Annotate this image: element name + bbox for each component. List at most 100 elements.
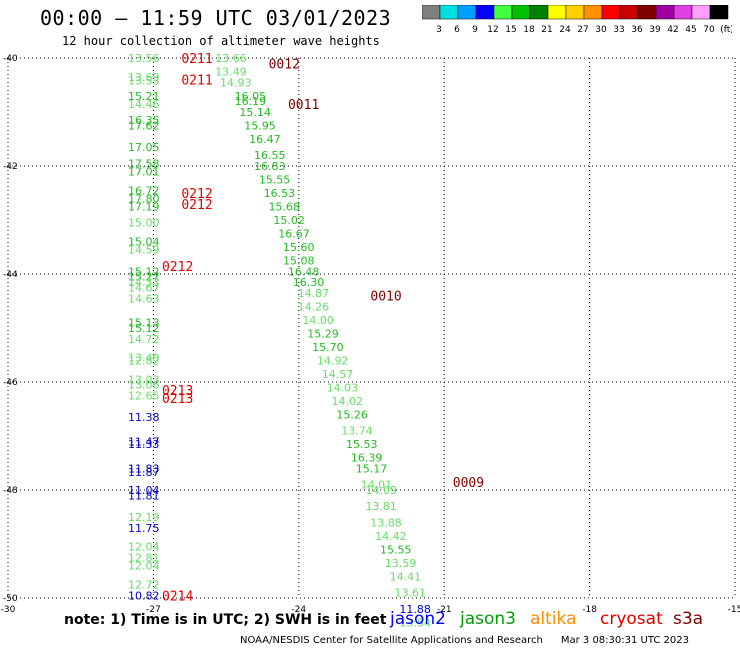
colorbar-label: 42 (667, 25, 678, 35)
colorbar-swatch (637, 5, 657, 20)
wave-height-point: 10.82 (128, 589, 160, 602)
wave-height-point: 15.12 (128, 322, 160, 335)
colorbar-swatch (457, 5, 477, 20)
colorbar-swatch (673, 5, 693, 20)
footer-note: note: 1) Time is in UTC; 2) SWH is in fe… (64, 612, 387, 628)
wave-height-point: 15.68 (269, 201, 301, 214)
wave-height-point: 11.83 (128, 462, 160, 475)
wave-height-point: 14.92 (317, 354, 349, 367)
wave-height-point: 16.53 (264, 187, 296, 200)
wave-height-point: 12.72 (128, 579, 160, 592)
wave-height-point: 17.01 (128, 165, 160, 178)
wave-height-point: 16.72 (128, 184, 160, 197)
colorbar-swatch (619, 5, 639, 20)
wave-height-point: 12.04 (128, 541, 160, 554)
time-label: 0211 (181, 74, 212, 89)
wave-height-point: 15.55 (259, 174, 291, 187)
wave-height-point: 13.06 (128, 379, 160, 392)
wave-height-point: 15.29 (307, 327, 339, 340)
wave-height-point: 15.14 (239, 106, 271, 119)
wave-height-point: 15.13 (128, 317, 160, 330)
colorbar-swatch (601, 5, 621, 20)
wave-height-point: 13.03 (128, 373, 160, 386)
wave-height-point: 11.38 (128, 411, 160, 424)
wave-height-point: 17.05 (128, 141, 160, 154)
colorbar-label: 27 (577, 25, 588, 35)
footer-credit: NOAA/NESDIS Center for Satellite Applica… (240, 635, 689, 646)
wave-height-point: 15.70 (312, 341, 344, 354)
time-label: 0010 (370, 290, 401, 305)
credit-timestamp: Mar 3 08:30:31 UTC 2023 (560, 635, 689, 646)
wave-height-point: 14.93 (220, 76, 252, 89)
wave-height-point: 12.82 (128, 354, 160, 367)
x-tick-label: -18 (582, 605, 597, 615)
wave-height-point: 14.41 (390, 570, 422, 583)
wave-height-point: 15.26 (336, 408, 368, 421)
wave-height-point: 11.04 (128, 484, 160, 497)
wave-height-point: 15.00 (128, 217, 160, 230)
wave-height-point: 15.53 (346, 438, 378, 451)
wave-height-point: 16.47 (249, 133, 281, 146)
wave-height-point: 13.49 (215, 66, 247, 79)
wave-height-point: 14.87 (298, 287, 330, 300)
legend-cryosat: cryosat (600, 609, 663, 629)
colorbar-swatch (583, 5, 603, 20)
wave-height-point: 13.53 (128, 75, 160, 88)
wave-height-point: 16.30 (293, 276, 325, 289)
legend-altika: altika (530, 609, 577, 629)
colorbar-label: 18 (523, 25, 535, 35)
wave-height-point: 14.59 (128, 244, 160, 257)
wave-height-point: 14.02 (332, 395, 364, 408)
x-tick-label: -30 (1, 605, 16, 615)
time-label: 0213 (162, 392, 193, 407)
time-label: 0212 (181, 187, 212, 202)
wave-height-point: 13.40 (128, 352, 160, 365)
wave-height-point: 13.81 (365, 500, 397, 513)
legend-s3a: s3a (673, 609, 704, 629)
colorbar-swatch (529, 5, 549, 20)
wave-height-point: 14.57 (322, 368, 354, 381)
wave-height-point: 11.33 (128, 438, 160, 451)
wave-height-point: 11.75 (128, 522, 160, 535)
wave-height-point: 14.72 (128, 333, 160, 346)
wave-height-point: 14.26 (298, 300, 330, 313)
chart-title: 00:00 – 11:59 UTC 03/01/2023 (40, 6, 392, 30)
wave-height-point: 13.88 (370, 516, 402, 529)
colorbar-swatch (439, 5, 459, 20)
legend-jason2: jason2 (390, 609, 446, 629)
wave-height-point: 16.05 (235, 90, 267, 103)
wave-height-point: 17.62 (128, 120, 160, 133)
wave-height-point: 16.55 (254, 149, 286, 162)
wave-height-point: 16.83 (254, 160, 286, 173)
wave-height-point: 16.39 (351, 452, 383, 465)
wave-height-point: 17.80 (128, 192, 160, 205)
x-tick-label: -15 (728, 605, 740, 615)
wave-height-point: 13.61 (395, 587, 427, 600)
colorbar-label: 39 (649, 25, 661, 35)
colorbar-label: 45 (685, 25, 696, 35)
colorbar-swatch (511, 5, 531, 20)
credit-text: NOAA/NESDIS Center for Satellite Applica… (240, 635, 543, 646)
wave-height-point: 14.03 (327, 381, 359, 394)
wave-height-point: 16.67 (278, 228, 310, 241)
wave-height-point: 16.35 (128, 114, 160, 127)
colorbar-label: 33 (613, 25, 624, 35)
time-label: 0212 (162, 260, 193, 275)
colorbar-label: 21 (541, 25, 552, 35)
wave-height-point: 14.01 (361, 479, 393, 492)
wave-height-point: 14.00 (302, 314, 334, 327)
wave-height-point: 15.95 (244, 120, 276, 133)
wave-height-point: 17.58 (128, 157, 160, 170)
wave-height-point: 15.60 (283, 241, 315, 254)
wave-height-point: 15.04 (128, 236, 160, 249)
y-tick-label: -50 (3, 594, 18, 604)
wave-height-point: 15.17 (356, 462, 388, 475)
colorbar-label: 6 (454, 25, 460, 35)
wave-height-point: 14.42 (375, 530, 407, 543)
time-label: 0009 (453, 476, 484, 491)
colorbar-label: (ft) (720, 25, 732, 35)
colorbar-label: 15 (505, 25, 516, 35)
wave-height-point: 12.04 (128, 560, 160, 573)
